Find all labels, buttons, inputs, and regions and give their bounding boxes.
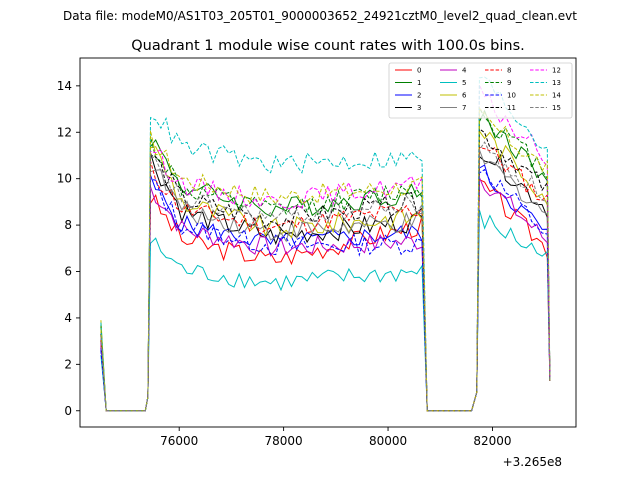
series-line-5 [100,209,551,412]
x-tick-label: 82000 [473,434,511,448]
legend-label-9: 9 [507,79,511,87]
series-line-8 [100,146,551,412]
y-tick-label: 0 [64,404,72,418]
y-tick-label: 10 [57,172,72,186]
legend-label-2: 2 [417,92,421,100]
legend-label-1: 1 [417,79,421,87]
y-tick-label: 8 [64,218,72,232]
legend-label-5: 5 [462,79,466,87]
series-line-12 [100,84,551,412]
axes-frame [79,57,577,428]
series-layer [100,76,551,412]
legend-label-10: 10 [507,92,516,100]
legend-label-6: 6 [462,92,467,100]
x-tick-label: 76000 [160,434,198,448]
series-line-3 [100,152,551,412]
series-line-11 [100,127,551,412]
y-tick-label: 4 [64,311,72,325]
y-tick-label: 6 [64,265,72,279]
y-tick-label: 12 [57,125,72,139]
suptitle: Data file: modeM0/AS1T03_205T01_90000036… [63,9,577,23]
chart-title: Quadrant 1 module wise count rates with … [131,38,525,54]
series-line-15 [100,141,551,412]
x-offset-label: +3.265e8 [503,455,562,469]
legend-label-13: 13 [552,79,561,87]
legend-label-15: 15 [552,104,561,112]
legend-label-4: 4 [462,67,467,75]
legend-label-0: 0 [417,67,421,75]
legend-label-14: 14 [552,92,561,100]
y-axis: 0 2 4 6 8 10 12 14 [57,79,80,418]
legend-label-12: 12 [552,67,561,75]
series-line-10 [100,168,551,412]
legend-label-11: 11 [507,104,516,112]
x-tick-label: 80000 [369,434,407,448]
series-line-0 [100,178,551,412]
legend-label-7: 7 [462,104,466,112]
legend-frame [388,62,573,119]
y-tick-label: 2 [64,357,72,371]
x-axis: 76000 78000 80000 82000 [160,427,512,448]
y-tick-label: 14 [57,79,72,93]
legend-label-8: 8 [507,67,511,75]
legend-label-3: 3 [417,104,421,112]
x-tick-label: 78000 [265,434,303,448]
